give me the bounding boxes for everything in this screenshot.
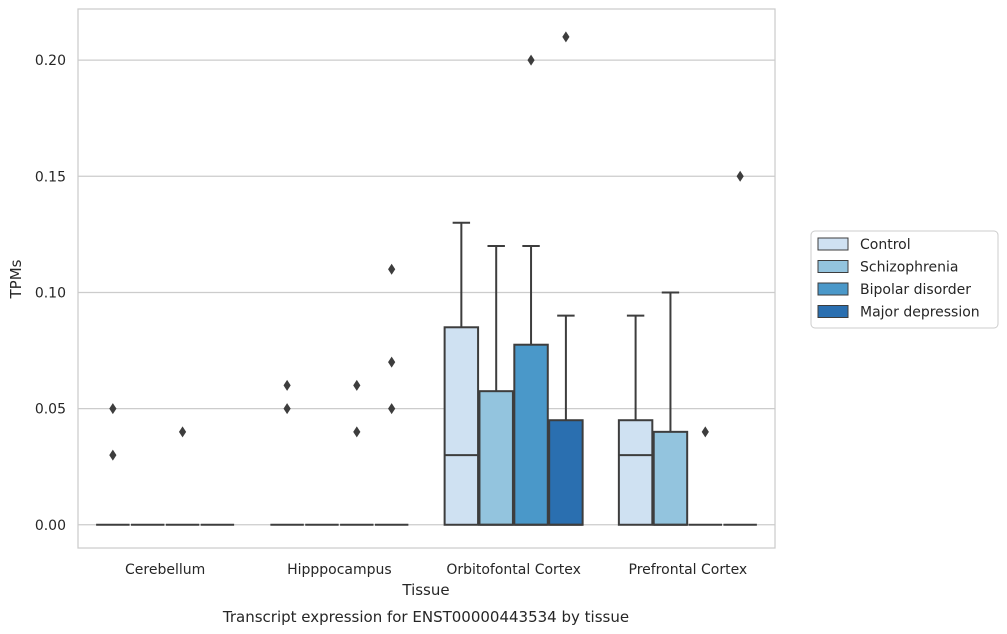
box-control (617, 314, 654, 526)
legend-item: Schizophrenia (817, 260, 958, 276)
x-tick-label: Orbitofontal Cortex (446, 562, 581, 578)
box-bipolar-disorder (165, 426, 200, 526)
outlier-point (109, 403, 117, 415)
outlier-point (109, 449, 117, 461)
legend-label: Bipolar disorder (860, 282, 971, 298)
box-body (652, 430, 689, 526)
legend-swatch (817, 260, 849, 273)
y-tick-label: 0.00 (35, 518, 66, 534)
legend: Control Schizophrenia Bipolar disorder Majo… (810, 230, 999, 329)
box-schizophrenia (478, 244, 514, 526)
y-axis-title: TPMs (7, 259, 25, 299)
outlier-point (388, 356, 396, 368)
box-control (443, 221, 480, 526)
legend-label: Control (860, 237, 911, 253)
plot-frame (77, 8, 776, 549)
outlier-point (353, 379, 361, 391)
y-tick-label: 0.20 (35, 53, 66, 69)
outlier-point (701, 426, 709, 438)
x-tick-labels: Cerebellum Hipppocampus Orbitofontal Corte… (125, 562, 747, 578)
box-major-depression (723, 170, 757, 526)
box-groups (96, 31, 757, 526)
outlier-point (283, 403, 291, 415)
x-tick-label: Prefrontal Cortex (629, 562, 748, 578)
y-tick-label: 0.15 (35, 169, 66, 185)
x-axis-title: Tissue (401, 581, 449, 599)
box-control (270, 379, 304, 526)
box-body (548, 419, 584, 526)
box-major-depression (548, 31, 584, 526)
outlier-point (562, 31, 570, 43)
legend-item: Major depression (817, 305, 980, 321)
outlier-point (388, 403, 396, 415)
chart-caption: Transcript expression for ENST0000044353… (222, 608, 629, 626)
legend-item: Bipolar disorder (817, 282, 971, 298)
box-body (443, 326, 480, 526)
y-tick-labels: 0.00 0.05 0.10 0.15 0.20 (35, 53, 66, 534)
outlier-point (178, 426, 187, 438)
y-tick-label: 0.05 (35, 402, 66, 418)
box-body (513, 343, 549, 526)
outlier-point (527, 54, 535, 66)
x-tick-label: Cerebellum (125, 562, 205, 578)
box-body (617, 419, 654, 526)
legend-frame (810, 230, 999, 329)
legend-label: Schizophrenia (860, 260, 958, 276)
x-tick-label: Hipppocampus (287, 562, 392, 578)
outlier-point (283, 379, 291, 391)
box-body (478, 390, 514, 526)
legend-swatch (817, 282, 849, 296)
box-bipolar-disorder (513, 54, 549, 526)
outlier-point (353, 426, 361, 438)
legend-item: Control (817, 237, 911, 253)
box-schizophrenia (652, 291, 689, 526)
outlier-point (388, 263, 396, 275)
box-bipolar-disorder (340, 379, 374, 526)
legend-swatch (817, 305, 849, 318)
legend-label: Major depression (860, 305, 980, 321)
box-control (96, 403, 130, 526)
y-tick-label: 0.10 (35, 285, 66, 301)
legend-swatch (817, 237, 849, 251)
outlier-point (736, 170, 744, 182)
box-major-depression (374, 263, 409, 526)
box-bipolar-disorder (688, 426, 723, 526)
